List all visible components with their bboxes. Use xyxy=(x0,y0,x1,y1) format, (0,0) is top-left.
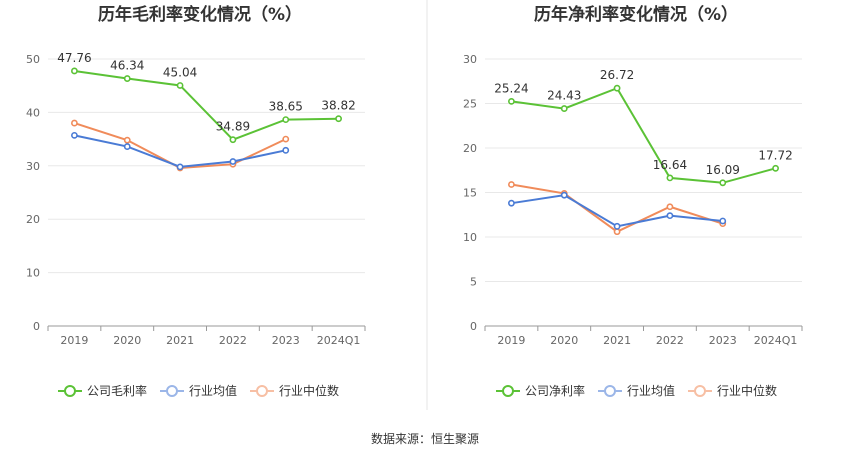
data-label: 47.76 xyxy=(57,51,91,65)
data-point xyxy=(666,174,674,182)
series-line xyxy=(74,122,287,169)
data-point xyxy=(335,115,342,123)
y-tick-label: 10 xyxy=(26,267,40,280)
data-point xyxy=(719,179,727,187)
y-tick-label: 25 xyxy=(463,98,477,111)
x-tick-label: 2019 xyxy=(60,334,88,347)
y-tick-label: 20 xyxy=(26,213,40,226)
data-label: 25.24 xyxy=(494,81,528,95)
y-tick-label: 0 xyxy=(470,320,477,333)
data-point xyxy=(508,181,515,188)
data-point xyxy=(229,158,237,165)
legend-marker xyxy=(502,385,514,397)
legend-marker xyxy=(256,385,268,397)
legend-label: 公司毛利率 xyxy=(87,383,147,398)
chart-title: 历年净利率变化情况（%） xyxy=(534,4,738,25)
data-point xyxy=(508,97,515,105)
data-point xyxy=(508,199,515,207)
y-tick-label: 20 xyxy=(463,142,477,155)
data-point xyxy=(123,136,131,144)
x-tick-label: 2024Q1 xyxy=(754,334,798,347)
data-point xyxy=(613,222,621,230)
legend-marker xyxy=(604,385,616,397)
data-point xyxy=(282,116,290,124)
legend-label: 行业中位数 xyxy=(717,383,777,398)
data-label: 38.82 xyxy=(321,99,355,113)
legend-label: 行业均值 xyxy=(189,383,237,398)
legend-label: 公司净利率 xyxy=(525,383,585,398)
series-line xyxy=(511,194,723,228)
y-tick-label: 10 xyxy=(463,231,477,244)
legend-label: 行业均值 xyxy=(627,383,675,398)
data-label: 34.89 xyxy=(216,120,250,134)
data-point xyxy=(772,164,779,172)
gross-margin-chart: 历年毛利率变化情况（%） 0 10 20 30 40 50 2019 2020 2021 2022 2… xyxy=(26,4,366,398)
data-point xyxy=(123,75,131,82)
data-label: 16.09 xyxy=(706,163,740,177)
data-source: 数据来源：恒生聚源 xyxy=(371,431,479,446)
data-point xyxy=(71,119,78,127)
series-line xyxy=(511,86,776,184)
data-point xyxy=(613,84,621,92)
x-tick-label: 2023 xyxy=(709,334,737,347)
data-label: 17.72 xyxy=(758,148,792,162)
data-label: 24.43 xyxy=(547,89,581,103)
y-tick-label: 30 xyxy=(463,53,477,66)
data-point xyxy=(666,203,674,211)
data-point xyxy=(282,135,290,143)
data-label: 46.34 xyxy=(110,59,144,73)
legend-marker xyxy=(64,385,76,397)
data-label: 45.04 xyxy=(163,65,197,79)
x-tick-label: 2020 xyxy=(113,334,141,347)
chart-title: 历年毛利率变化情况（%） xyxy=(98,4,302,25)
data-point xyxy=(560,105,568,112)
data-point xyxy=(71,131,78,139)
data-point xyxy=(229,136,237,144)
x-tick-label: 2023 xyxy=(272,334,300,347)
y-tick-label: 30 xyxy=(26,160,40,173)
x-tick-label: 2021 xyxy=(166,334,194,347)
y-tick-label: 50 xyxy=(26,53,40,66)
data-point xyxy=(719,217,727,225)
legend-marker xyxy=(694,385,706,397)
legend-marker xyxy=(166,385,178,397)
net-margin-chart: 历年净利率变化情况（%） 0 5 10 15 20 25 30 2019 2020 2021 2022… xyxy=(463,4,803,398)
data-label: 38.65 xyxy=(269,100,303,114)
y-tick-label: 0 xyxy=(33,320,40,333)
data-point xyxy=(560,191,568,199)
x-tick-label: 2024Q1 xyxy=(317,334,361,347)
x-tick-label: 2020 xyxy=(550,334,578,347)
data-point xyxy=(71,67,78,75)
data-point xyxy=(123,143,131,150)
x-tick-label: 2022 xyxy=(656,334,684,347)
data-point xyxy=(613,228,621,236)
data-label: 16.64 xyxy=(653,158,687,172)
y-tick-label: 40 xyxy=(26,106,40,119)
data-point xyxy=(176,163,184,171)
series-line xyxy=(74,134,286,168)
x-tick-label: 2022 xyxy=(219,334,247,347)
series-line xyxy=(74,69,339,141)
y-tick-label: 5 xyxy=(470,276,477,289)
x-tick-label: 2019 xyxy=(497,334,525,347)
data-point xyxy=(176,82,184,89)
x-tick-label: 2021 xyxy=(603,334,631,347)
data-point xyxy=(666,212,674,220)
legend-label: 行业中位数 xyxy=(279,383,339,398)
y-tick-label: 15 xyxy=(463,187,477,200)
data-label: 26.72 xyxy=(600,68,634,82)
data-point xyxy=(282,146,290,154)
